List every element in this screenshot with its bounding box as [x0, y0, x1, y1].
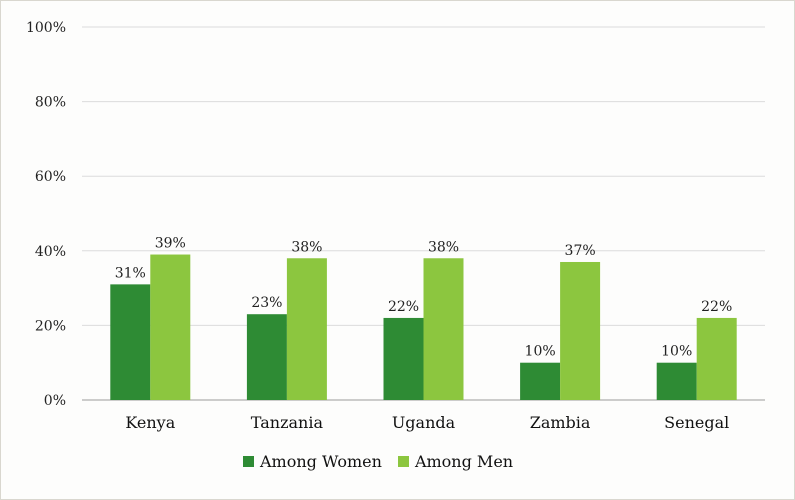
y-tick-label: 40% [35, 244, 66, 260]
bar-women-uganda [383, 317, 424, 400]
legend: Among Women Among Men [243, 452, 513, 471]
y-tick-label: 0% [44, 393, 66, 409]
legend-label-men: Among Men [414, 452, 514, 471]
y-tick-label: 100% [26, 20, 66, 36]
legend-item-men: Among Men [397, 452, 514, 471]
bar-women-zambia [520, 362, 561, 400]
legend-swatch-women [243, 456, 254, 467]
category-label: Zambia [530, 413, 591, 432]
bar-men-zambia [560, 261, 601, 400]
bar-women-kenya [110, 284, 151, 400]
y-tick-label: 80% [35, 95, 66, 111]
data-label: 38% [428, 239, 459, 255]
category-label: Uganda [392, 413, 456, 432]
y-tick-label: 60% [35, 169, 66, 185]
data-label: 37% [565, 243, 596, 259]
category-label: Tanzania [251, 413, 324, 432]
bar-women-tanzania [246, 314, 287, 400]
y-tick-label: 20% [35, 318, 66, 334]
category-label: Kenya [125, 413, 175, 432]
data-label: 23% [251, 295, 282, 311]
bar-men-kenya [150, 254, 191, 400]
bar-men-tanzania [286, 258, 327, 400]
bar-men-uganda [423, 258, 464, 400]
category-label: Senegal [664, 413, 729, 432]
data-label: 31% [115, 265, 146, 281]
data-label: 38% [291, 239, 322, 255]
data-label: 22% [701, 299, 732, 315]
data-label: 39% [155, 236, 186, 252]
legend-item-women: Among Women [243, 452, 382, 471]
bar-men-senegal [696, 317, 737, 400]
bar-women-senegal [656, 362, 697, 400]
legend-swatch-men [397, 456, 409, 467]
data-label: 22% [388, 299, 419, 315]
legend-label-women: Among Women [260, 452, 382, 471]
data-label: 10% [661, 344, 692, 360]
data-label: 10% [525, 344, 556, 360]
